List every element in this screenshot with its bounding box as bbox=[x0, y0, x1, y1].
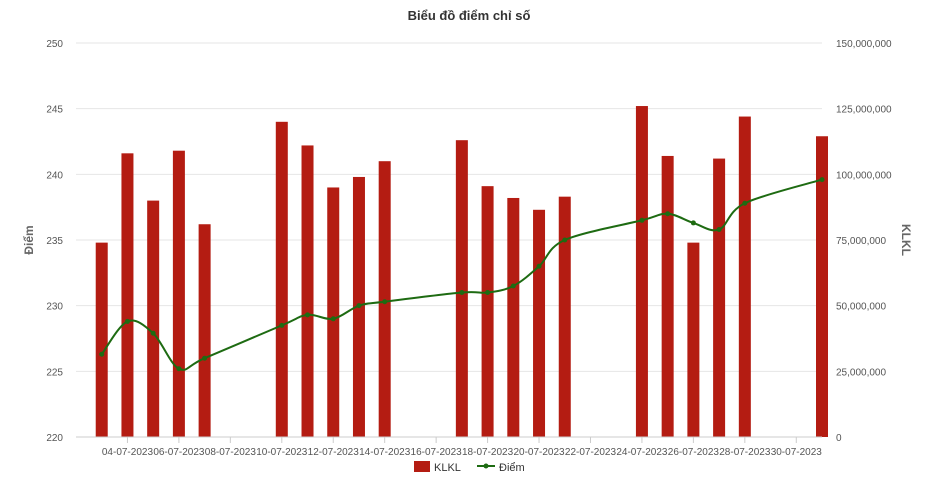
volume-bar bbox=[738, 116, 751, 438]
x-tick-label: 20-07-2023 bbox=[513, 447, 565, 458]
index-point bbox=[665, 211, 671, 217]
x-tick-label: 08-07-2023 bbox=[205, 447, 257, 458]
volume-bar bbox=[635, 106, 648, 437]
volume-bar bbox=[533, 209, 546, 437]
right-axis-title: KLKL bbox=[899, 224, 913, 256]
volume-bar bbox=[121, 153, 134, 437]
x-tick-label: 06-07-2023 bbox=[153, 447, 205, 458]
volume-bar bbox=[816, 136, 828, 437]
left-axis-title: Điểm bbox=[22, 225, 36, 254]
x-tick-label: 04-07-2023 bbox=[102, 447, 154, 458]
x-tick-label: 22-07-2023 bbox=[565, 447, 617, 458]
x-tick-label: 28-07-2023 bbox=[719, 447, 771, 458]
left-tick-label: 245 bbox=[46, 105, 63, 116]
volume-bar bbox=[455, 140, 468, 438]
right-tick-label: 100,000,000 bbox=[836, 170, 892, 181]
grid-lines bbox=[76, 42, 822, 372]
left-axis-ticks: 220 225 230 235 240 245 250 bbox=[46, 39, 63, 444]
volume-bars bbox=[95, 106, 828, 438]
index-point bbox=[356, 303, 362, 309]
volume-bar bbox=[95, 242, 108, 437]
left-tick-label: 225 bbox=[46, 367, 63, 378]
left-tick-label: 240 bbox=[46, 170, 63, 181]
index-point bbox=[305, 312, 311, 318]
x-tick-label: 14-07-2023 bbox=[359, 447, 411, 458]
right-tick-label: 75,000,000 bbox=[836, 236, 886, 247]
volume-bar bbox=[147, 200, 160, 437]
volume-bar bbox=[481, 186, 494, 437]
volume-bar bbox=[687, 242, 700, 437]
volume-bar bbox=[558, 196, 571, 437]
x-tick-label: 18-07-2023 bbox=[462, 447, 514, 458]
x-tick-label: 30-07-2023 bbox=[771, 447, 823, 458]
x-tick-label: 10-07-2023 bbox=[256, 447, 308, 458]
x-tick-label: 12-07-2023 bbox=[308, 447, 360, 458]
legend-label-bar: KLKL bbox=[434, 462, 461, 474]
volume-bar bbox=[275, 121, 288, 438]
left-tick-label: 235 bbox=[46, 236, 63, 247]
x-tick-label: 24-07-2023 bbox=[616, 447, 668, 458]
volume-bar bbox=[327, 187, 340, 437]
index-point bbox=[124, 318, 130, 324]
index-point bbox=[150, 330, 156, 336]
volume-bar bbox=[378, 161, 391, 437]
left-tick-label: 220 bbox=[46, 433, 63, 444]
index-line bbox=[99, 177, 825, 372]
index-point bbox=[639, 217, 645, 223]
legend-swatch-marker bbox=[483, 463, 489, 469]
left-tick-label: 230 bbox=[46, 302, 63, 313]
left-tick-label: 250 bbox=[46, 39, 63, 50]
index-point bbox=[742, 200, 748, 206]
index-point bbox=[459, 290, 465, 296]
index-point bbox=[279, 322, 285, 328]
right-tick-label: 150,000,000 bbox=[836, 39, 892, 50]
index-point bbox=[485, 290, 491, 296]
index-point bbox=[99, 351, 105, 357]
index-point bbox=[330, 316, 336, 322]
right-tick-label: 0 bbox=[836, 433, 842, 444]
volume-bar bbox=[301, 145, 314, 437]
volume-bar bbox=[661, 155, 674, 438]
x-tick-label: 26-07-2023 bbox=[668, 447, 720, 458]
volume-bar bbox=[713, 158, 726, 437]
index-point bbox=[690, 220, 696, 226]
index-point bbox=[382, 299, 388, 305]
legend-swatch-bar bbox=[414, 461, 430, 472]
right-tick-label: 125,000,000 bbox=[836, 105, 892, 116]
right-axis-ticks: 0 25,000,000 50,000,000 75,000,000 100,000,0… bbox=[836, 39, 892, 444]
index-point bbox=[510, 283, 516, 289]
volume-bar bbox=[172, 150, 185, 437]
index-point bbox=[536, 263, 542, 269]
volume-bar bbox=[198, 224, 211, 437]
index-point bbox=[716, 226, 722, 232]
legend-label-line: Điểm bbox=[499, 462, 525, 474]
x-tick-label: 16-07-2023 bbox=[411, 447, 463, 458]
chart-title: Biểu đồ điểm chỉ số bbox=[408, 8, 531, 23]
right-tick-label: 50,000,000 bbox=[836, 302, 886, 313]
x-axis-ticks: 04-07-2023 06-07-2023 08-07-2023 10-07-2023… bbox=[102, 437, 822, 458]
volume-bar bbox=[507, 197, 520, 437]
index-point bbox=[562, 237, 568, 243]
right-tick-label: 25,000,000 bbox=[836, 367, 886, 378]
index-point bbox=[819, 177, 825, 183]
index-point bbox=[176, 366, 182, 372]
legend[interactable]: KLKL Điểm bbox=[414, 461, 525, 474]
index-point bbox=[202, 355, 208, 361]
